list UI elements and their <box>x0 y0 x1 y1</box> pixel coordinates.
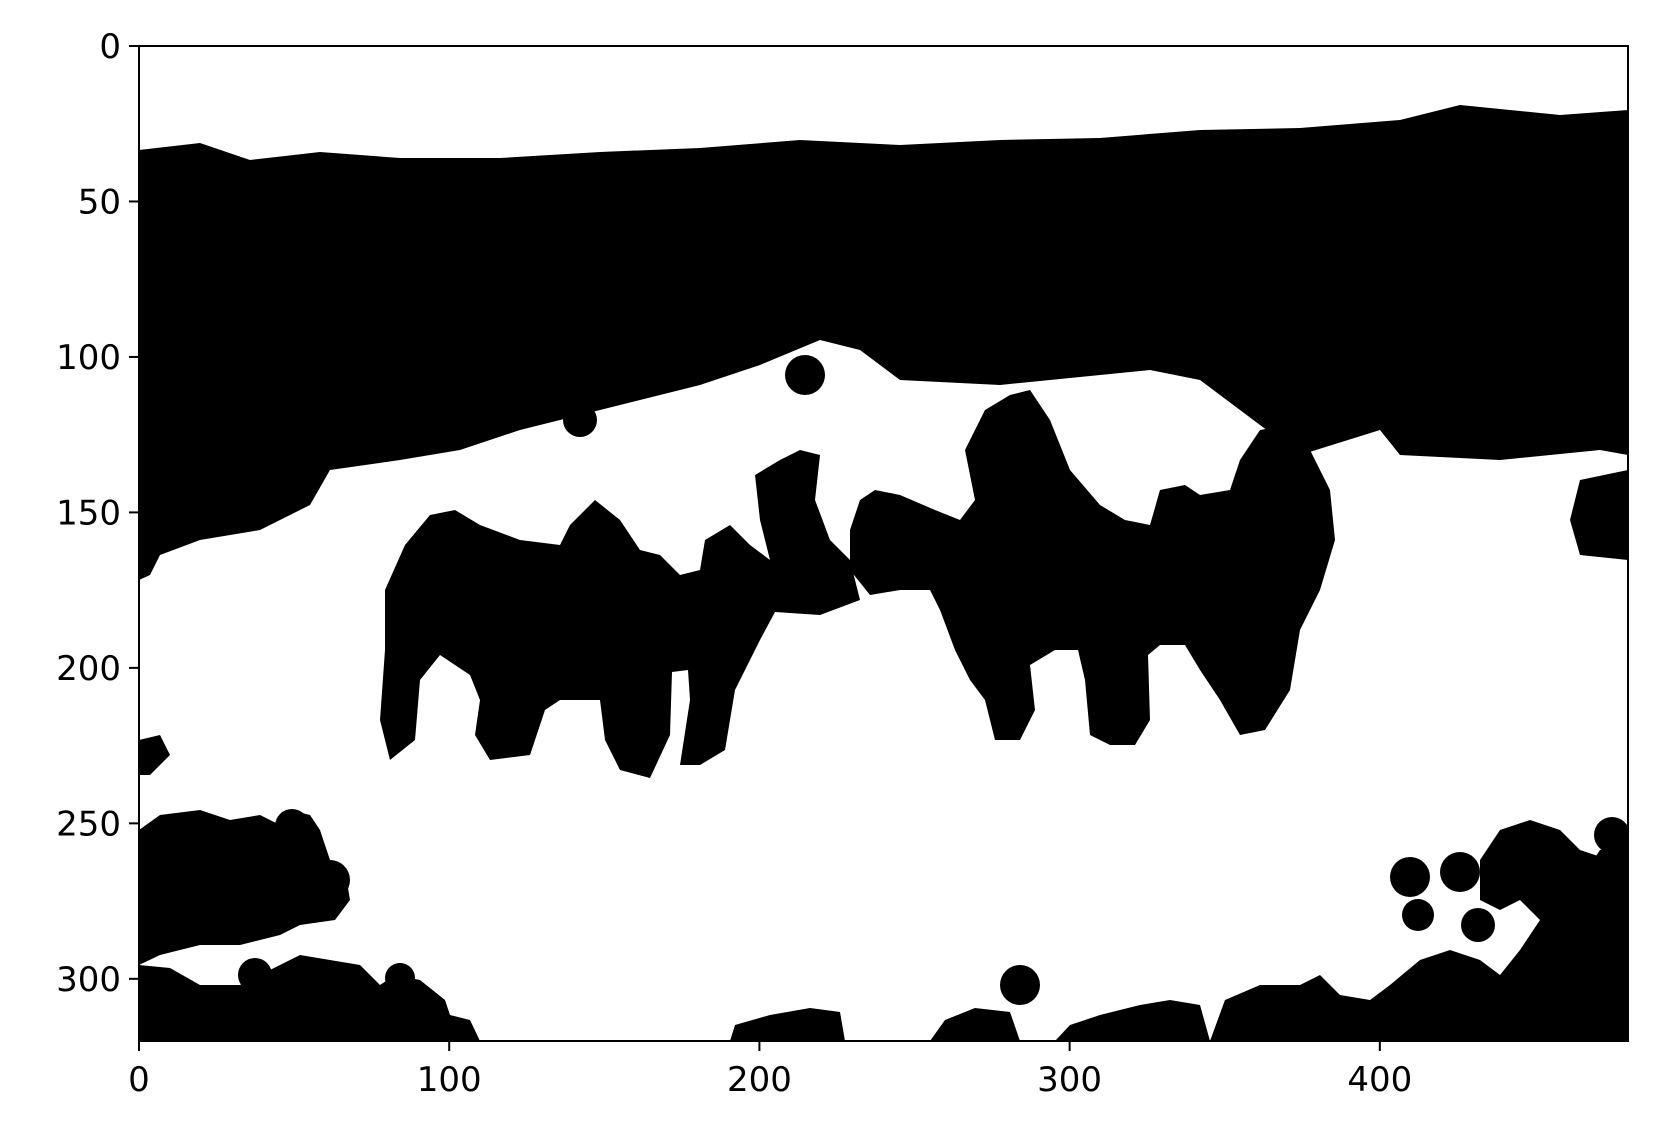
y-tick-label: 300 <box>56 960 121 1000</box>
mask-region-small-blob-2 <box>563 403 597 437</box>
mask-region-left-bottom-band <box>139 810 350 965</box>
y-tick-label: 250 <box>56 804 121 844</box>
y-tick-label: 100 <box>56 338 121 378</box>
mask-region-animal-left <box>380 450 860 778</box>
x-tick-label: 400 <box>1347 1060 1412 1100</box>
x-tick-label: 200 <box>727 1060 792 1100</box>
mask-region-right-blob-b <box>1440 852 1480 892</box>
mask-region-left-blob-a <box>275 809 309 843</box>
mask-region-bottom-blob-c <box>1000 965 1040 1005</box>
y-tick-label: 150 <box>56 493 121 533</box>
mask-region-bottom-blob-b <box>385 963 415 993</box>
y-tick-label: 50 <box>78 182 121 222</box>
mask-region-left-lower <box>139 735 170 775</box>
mask-region-right-blob-d <box>1461 908 1495 942</box>
mask-region-top-band <box>139 105 1628 580</box>
mask-region-right-blob-a <box>1390 857 1430 897</box>
mask-region-bottom-blob-a <box>238 958 272 992</box>
mask-region-bottom-right <box>1055 840 1628 1041</box>
y-tick-label: 200 <box>56 649 121 689</box>
mask-region-right-blob-e <box>1594 817 1628 853</box>
y-tick-label: 0 <box>99 27 121 67</box>
x-tick-label: 100 <box>417 1060 482 1100</box>
mask-region-animal-right <box>850 390 1335 745</box>
x-tick-label: 0 <box>128 1060 150 1100</box>
mask-region-small-blob-1 <box>785 355 825 395</box>
mask-image <box>139 46 1628 1041</box>
mask-region-bottom-center <box>930 1008 1020 1041</box>
mask-region-right-lower <box>1480 820 1628 980</box>
x-tick-label: 300 <box>1037 1060 1102 1100</box>
mask-region-right-edge <box>1570 470 1628 560</box>
y-ticks: 0 50 100 150 200 250 300 <box>56 27 139 1000</box>
mask-region-right-blob-c <box>1402 899 1434 931</box>
mask-region-left-blob-b <box>310 860 350 900</box>
x-ticks: 0 100 200 300 400 <box>128 1041 1412 1100</box>
mask-region-bottom-middle <box>730 1008 845 1041</box>
axes-frame <box>138 45 1629 1042</box>
